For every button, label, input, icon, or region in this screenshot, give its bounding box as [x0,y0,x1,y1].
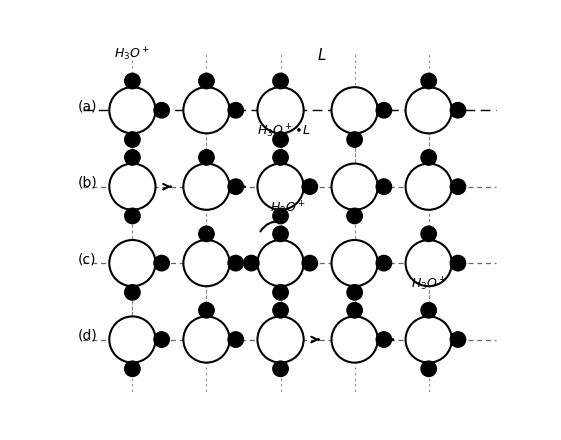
Circle shape [125,285,140,300]
Circle shape [347,285,362,300]
Circle shape [273,361,288,377]
Circle shape [450,103,466,118]
Text: $\mathit{L}$: $\mathit{L}$ [316,47,326,62]
Circle shape [450,255,466,271]
Circle shape [302,255,318,271]
Circle shape [199,303,214,318]
Circle shape [228,255,243,271]
Circle shape [421,303,436,318]
Circle shape [406,164,452,210]
Circle shape [332,316,378,363]
Circle shape [183,240,229,286]
Circle shape [273,226,288,242]
Text: (d): (d) [77,329,98,343]
Circle shape [406,240,452,286]
Circle shape [125,361,140,377]
Circle shape [183,316,229,363]
Circle shape [332,240,378,286]
Circle shape [228,179,243,194]
Circle shape [109,316,155,363]
Circle shape [347,208,362,224]
Circle shape [273,73,288,89]
Circle shape [199,226,214,242]
Circle shape [154,255,169,271]
Circle shape [302,179,318,194]
Text: $H_3O^+$: $H_3O^+$ [270,199,306,217]
Circle shape [450,332,466,347]
Circle shape [273,285,288,300]
Circle shape [228,103,243,118]
Circle shape [183,87,229,133]
Circle shape [109,240,155,286]
Text: (c): (c) [77,252,96,266]
Circle shape [125,208,140,224]
Text: $H_3O^+$: $H_3O^+$ [411,276,447,293]
Circle shape [332,164,378,210]
Circle shape [376,179,392,194]
Circle shape [154,332,169,347]
Circle shape [332,87,378,133]
Circle shape [183,164,229,210]
Circle shape [228,332,243,347]
Circle shape [257,316,304,363]
Circle shape [273,208,288,224]
Circle shape [421,73,436,89]
Circle shape [273,303,288,318]
FancyArrowPatch shape [260,222,280,231]
Circle shape [406,87,452,133]
Circle shape [243,255,259,271]
Circle shape [199,73,214,89]
Circle shape [257,240,304,286]
Text: $H_3O^+$: $H_3O^+$ [114,45,150,62]
Circle shape [273,132,288,147]
Circle shape [450,179,466,194]
Circle shape [257,87,304,133]
Circle shape [406,316,452,363]
Text: (b): (b) [77,176,98,190]
Circle shape [376,332,392,347]
Circle shape [421,361,436,377]
Text: $H_3O^+ \!\bullet\! L$: $H_3O^+ \!\bullet\! L$ [257,123,311,140]
Circle shape [199,150,214,165]
Circle shape [421,226,436,242]
Circle shape [376,255,392,271]
Circle shape [154,103,169,118]
Circle shape [347,303,362,318]
Circle shape [421,150,436,165]
Circle shape [257,164,304,210]
Circle shape [109,87,155,133]
Circle shape [376,103,392,118]
Circle shape [347,132,362,147]
Circle shape [109,164,155,210]
Text: (a): (a) [77,99,97,114]
Circle shape [273,150,288,165]
Circle shape [125,73,140,89]
Circle shape [125,150,140,165]
Circle shape [125,132,140,147]
